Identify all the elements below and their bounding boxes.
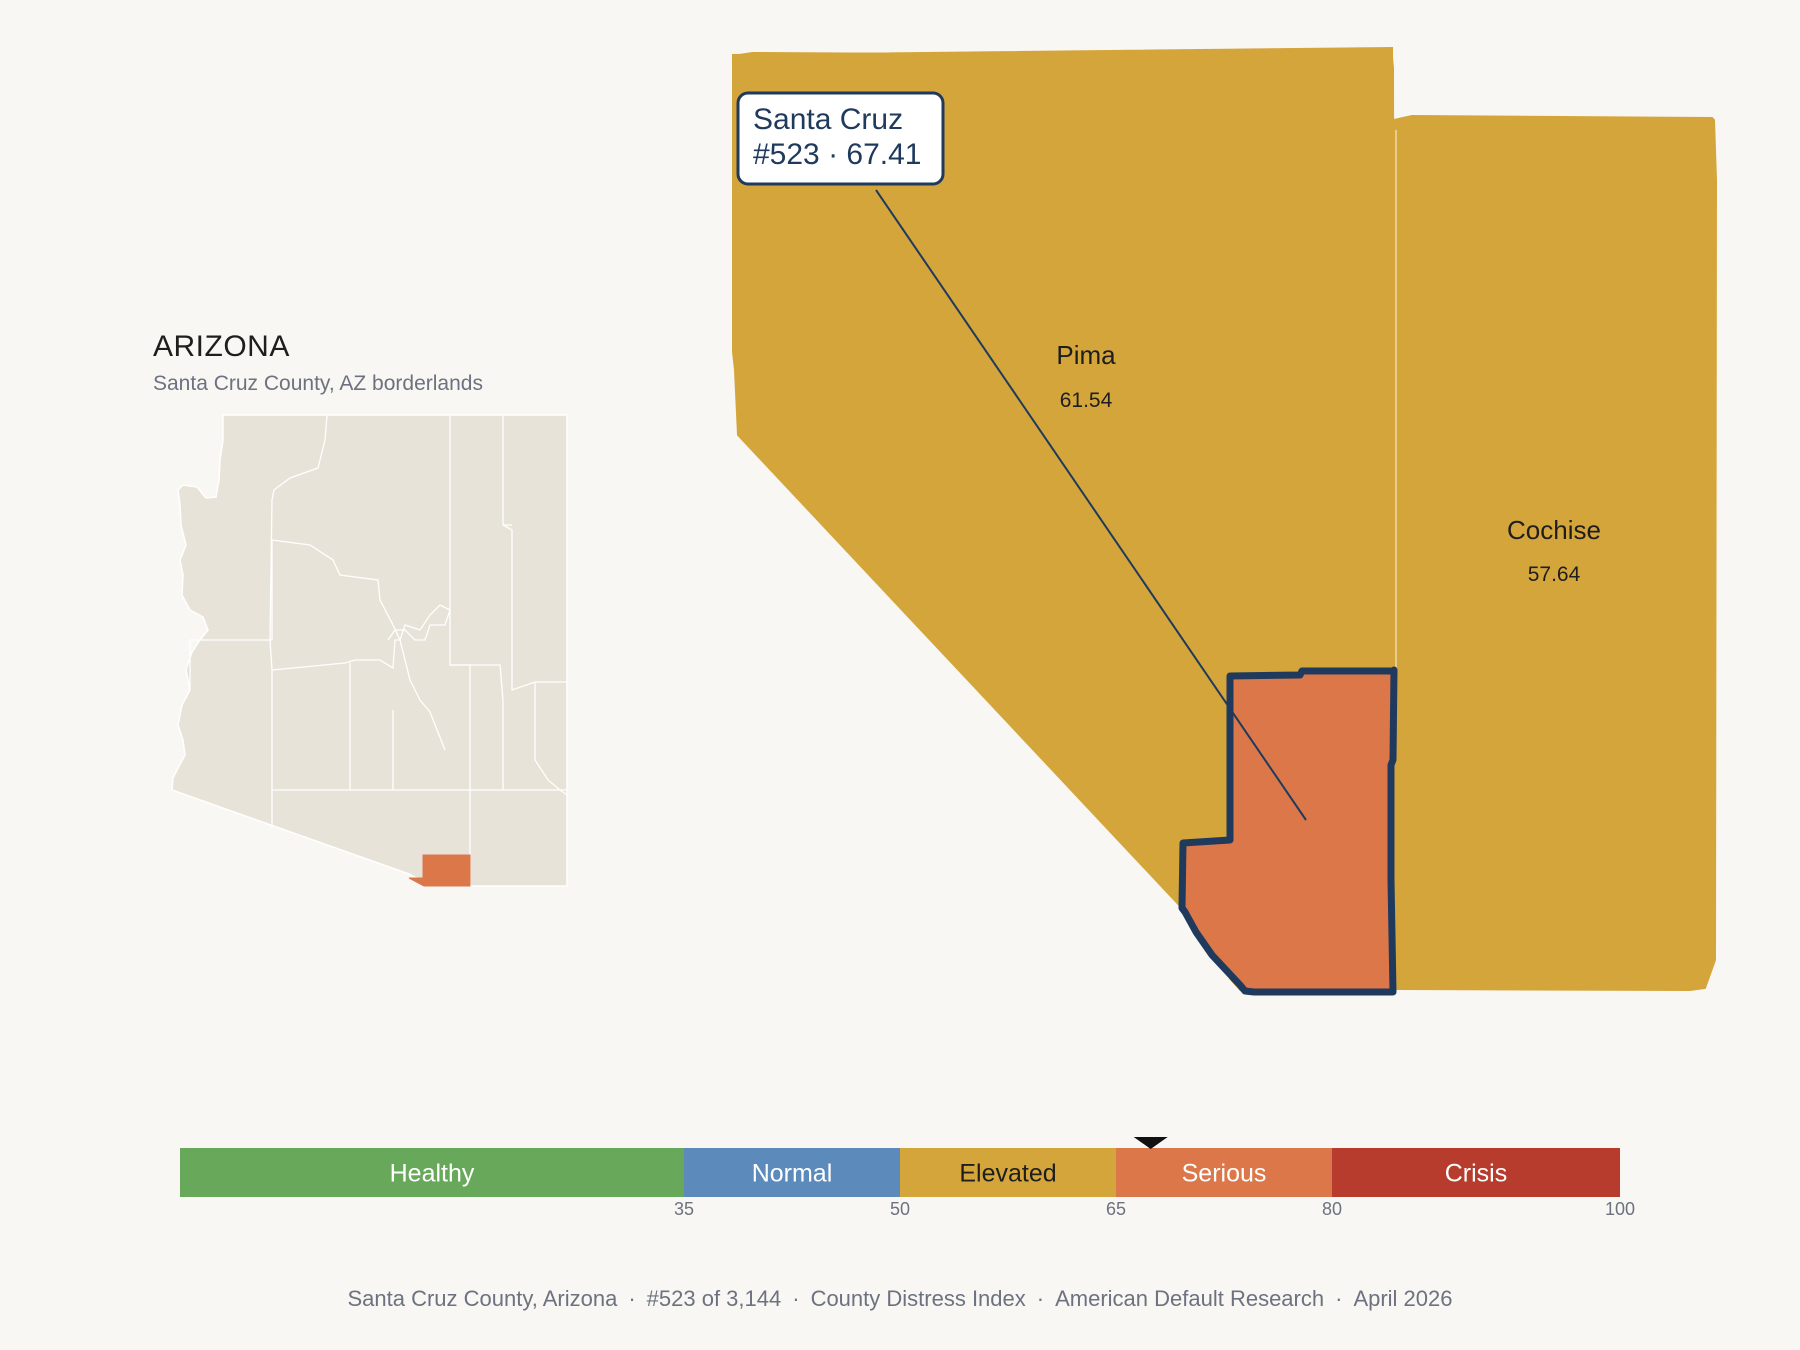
inset-county-borders: [181, 414, 568, 886]
footer-source: American Default Research: [1055, 1286, 1325, 1311]
scale-label-crisis: Crisis: [1445, 1160, 1508, 1188]
county-value-pima: 61.54: [1060, 389, 1113, 412]
scale-tick-65: 65: [1106, 1199, 1126, 1219]
county-label-pima: Pima: [1056, 340, 1116, 370]
scale-tick-80: 80: [1322, 1199, 1342, 1219]
scale-label-healthy: Healthy: [390, 1160, 475, 1188]
county-label-cochise: Cochise: [1507, 515, 1601, 545]
arizona-state-shape: [171, 414, 568, 887]
footer-county: Santa Cruz County, Arizona: [347, 1286, 618, 1311]
scale-segment-healthy: [180, 1148, 684, 1197]
scale-tick-50: 50: [890, 1199, 910, 1219]
state-title: ARIZONA: [153, 330, 290, 363]
scale-label-serious: Serious: [1182, 1160, 1267, 1188]
footer-date: April 2026: [1353, 1286, 1453, 1311]
scale-label-normal: Normal: [752, 1160, 833, 1188]
callout-county-name: Santa Cruz: [753, 103, 903, 136]
inset-santa-cruz-highlight: [408, 854, 471, 887]
footer-caption: Santa Cruz County, Arizona · #523 of 3,144…: [347, 1286, 1453, 1311]
main-county-map: Pima 61.54 Cochise 57.64: [732, 46, 1718, 996]
scale-tick-35: 35: [674, 1199, 694, 1219]
scale-segment-crisis: [1332, 1148, 1620, 1197]
distress-scale-legend: Healthy Normal Elevated Serious Crisis 35 50 65…: [180, 1137, 1635, 1219]
scale-segment-elevated: [900, 1148, 1116, 1197]
footer-index: County Distress Index: [810, 1286, 1026, 1311]
county-cochise[interactable]: [1393, 114, 1718, 992]
footer-rank: #523 of 3,144: [646, 1286, 782, 1311]
callout-leader-line: [875, 189, 1307, 821]
scale-segment-normal: [684, 1148, 900, 1197]
county-santa-cruz[interactable]: [1178, 666, 1398, 996]
scale-label-elevated: Elevated: [959, 1160, 1056, 1188]
scale-segment-serious: [1116, 1148, 1332, 1197]
state-subtitle: Santa Cruz County, AZ borderlands: [153, 372, 483, 395]
callout: Santa Cruz #523 · 67.41: [736, 91, 1307, 821]
scale-tick-100: 100: [1605, 1199, 1635, 1219]
county-value-cochise: 57.64: [1528, 563, 1581, 586]
callout-rank-value: #523 · 67.41: [753, 138, 921, 171]
scale-marker: [1133, 1137, 1168, 1149]
callout-box: [736, 91, 945, 186]
arizona-inset-map: [171, 414, 568, 887]
